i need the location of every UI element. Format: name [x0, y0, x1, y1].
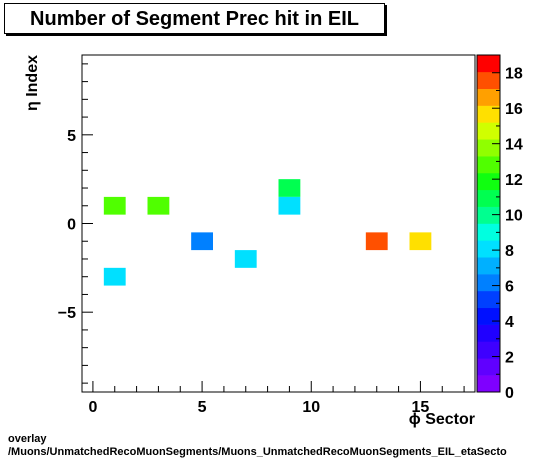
- colorbar-swatch-12: [477, 172, 500, 191]
- colorbar-swatch-18: [477, 71, 500, 89]
- x-axis-label: ϕ Sector: [409, 411, 475, 428]
- colorbar-tick-label: 2: [505, 350, 514, 367]
- colorbar-tick-label: 6: [505, 279, 514, 296]
- x-tick-label: 10: [302, 399, 320, 416]
- title-box: Number of Segment Prec hit in EIL: [4, 3, 385, 34]
- plot-frame: [81, 54, 476, 393]
- y-tick-label: 0: [67, 217, 76, 234]
- y-axis-label: η Index: [24, 55, 41, 111]
- heatmap-cell-8: [409, 232, 432, 251]
- colorbar-tick-label: 12: [505, 172, 523, 189]
- colorbar-tick-label: 14: [505, 137, 523, 154]
- colorbar-swatch-19: [477, 55, 500, 73]
- heatmap-cell-0: [103, 196, 126, 215]
- heatmap-cell-1: [147, 196, 170, 215]
- heatmap-chart: 0 5 10 15 −5 0 5 ϕ Sector η Index 0 2 4 6 8 10 12 14 16 18: [24, 54, 523, 428]
- colorbar-swatch-11: [477, 189, 500, 207]
- y-tick-label: 5: [67, 128, 76, 145]
- colorbar-swatch-0: [477, 375, 500, 393]
- heatmap-cell-6: [278, 196, 301, 215]
- colorbar-frame: [476, 54, 501, 393]
- colorbar-swatch-5: [477, 290, 500, 309]
- colorbar-swatch-9: [477, 223, 500, 241]
- x-tick-label: 5: [198, 399, 207, 416]
- x-tick-label: 15: [412, 399, 430, 416]
- heatmap-cell-7: [365, 232, 388, 251]
- colorbar-swatch-13: [477, 156, 500, 174]
- heatmap-cell-3: [191, 232, 213, 251]
- colorbar-tick-label: 0: [505, 385, 514, 402]
- colorbar-swatch-10: [477, 206, 500, 224]
- colorbar-tick-label: 18: [505, 66, 523, 83]
- colorbar-tick-label: 4: [505, 314, 514, 331]
- heatmap-cell-2: [103, 267, 126, 286]
- footer-line-2: /Muons/UnmatchedRecoMuonSegments/Muons_U…: [8, 446, 507, 458]
- colorbar-swatch-2: [477, 341, 500, 359]
- colorbar-swatch-6: [477, 274, 500, 292]
- colorbar-swatch-3: [477, 324, 500, 342]
- colorbar-tick-label: 16: [505, 101, 523, 118]
- colorbar-swatch-4: [477, 307, 500, 325]
- chart-title: Number of Segment Prec hit in EIL: [30, 8, 359, 30]
- colorbar-swatch-7: [477, 257, 500, 275]
- colorbar-tick-label: 10: [505, 208, 523, 225]
- heatmap-cell-4: [234, 250, 257, 268]
- x-tick-label: 0: [88, 399, 97, 416]
- y-tick-label: −5: [58, 305, 76, 322]
- colorbar-swatch-8: [477, 240, 500, 258]
- footer: overlay /Muons/UnmatchedRecoMuonSegments…: [8, 433, 507, 459]
- colorbar-swatch-17: [477, 88, 500, 106]
- heatmap-cell-5: [278, 179, 301, 197]
- colorbar-swatch-16: [477, 105, 500, 123]
- colorbar-tick-label: 8: [505, 243, 514, 260]
- colorbar-swatch-1: [477, 358, 500, 376]
- footer-line-1: overlay: [8, 433, 47, 445]
- colorbar-swatch-14: [477, 139, 500, 157]
- colorbar-swatch-15: [477, 122, 500, 140]
